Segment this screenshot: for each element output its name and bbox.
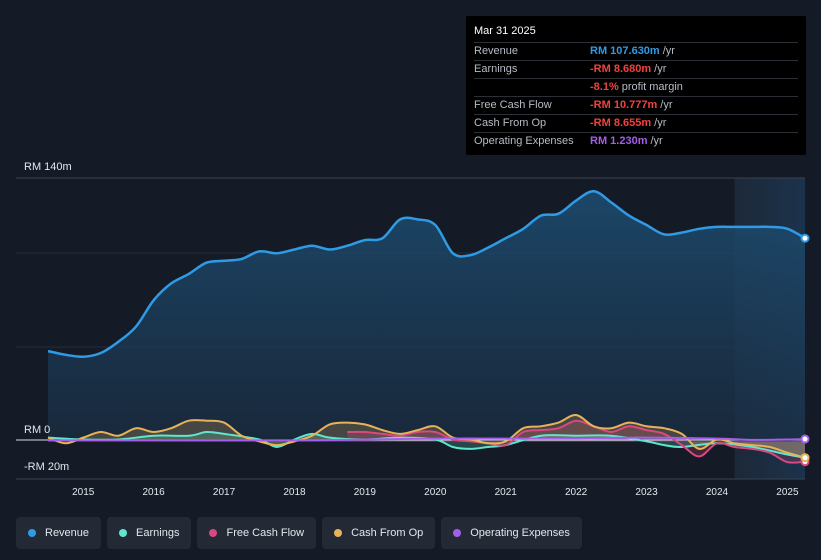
cash-from-op-line <box>47 413 806 459</box>
x-tick-2025: 2025 <box>776 487 799 498</box>
legend-dot-icon <box>209 529 218 537</box>
legend-item-cash-from-op[interactable]: Cash From Op <box>322 517 436 549</box>
revenue-line <box>47 189 806 358</box>
cash-from-op-area <box>48 414 805 458</box>
tooltip-row-value: -RM 10.777m <box>590 99 658 111</box>
tooltip-row-value: RM 1.230m <box>590 135 648 147</box>
x-tick-2019: 2019 <box>354 487 377 498</box>
tooltip-row-label: Free Cash Flow <box>474 99 552 111</box>
tooltip-row-label: Revenue <box>474 45 519 57</box>
legend-item-revenue[interactable]: Revenue <box>16 517 102 549</box>
x-tick-2016: 2016 <box>143 487 166 498</box>
x-tick-2021: 2021 <box>495 487 518 498</box>
financials-chart: RM 140m RM 0 -RM 20m 2015 2016 2017 2018 201… <box>16 161 810 498</box>
tooltip-row-unit: /yr <box>660 99 673 111</box>
x-tick-2015: 2015 <box>72 487 95 498</box>
legend-dot-icon <box>119 529 128 537</box>
legend-label: Revenue <box>45 527 90 539</box>
x-tick-2017: 2017 <box>213 487 236 498</box>
tooltip-row-unit: /yr <box>662 45 675 57</box>
legend-item-free-cash-flow[interactable]: Free Cash Flow <box>197 517 317 549</box>
revenue-endpoint[interactable] <box>800 233 810 243</box>
tooltip-row-value: RM 107.630m <box>590 45 660 57</box>
tooltip-row-unit: /yr <box>654 117 667 129</box>
revenue-area <box>48 191 805 442</box>
tooltip-row-value: -RM 8.680m <box>590 63 652 75</box>
tooltip-panel: Mar 31 2025 Revenue RM 107.630m/yr Earning… <box>466 16 806 155</box>
legend-label: Earnings <box>136 527 180 539</box>
tooltip-row-label <box>474 79 590 96</box>
y-zero-label: RM 0 <box>24 424 50 436</box>
tooltip-row: -8.1% profit margin <box>474 78 798 96</box>
legend-item-earnings[interactable]: Earnings <box>107 517 192 549</box>
x-tick-2023: 2023 <box>635 487 658 498</box>
tooltip-row: Revenue RM 107.630m/yr <box>474 42 798 60</box>
legend: Revenue Earnings Free Cash Flow Cash From O… <box>16 517 582 549</box>
tooltip-row-unit: /yr <box>650 135 663 147</box>
legend-label: Free Cash Flow <box>226 527 305 539</box>
legend-dot-icon <box>28 529 36 537</box>
tooltip-row-unit: profit margin <box>621 81 683 93</box>
legend-label: Operating Expenses <box>470 527 570 539</box>
x-tick-2020: 2020 <box>424 487 447 498</box>
x-tick-2018: 2018 <box>283 487 306 498</box>
tooltip-row-unit: /yr <box>654 63 667 75</box>
tooltip-row-value: -RM 8.655m <box>590 117 652 129</box>
operating-expenses-endpoint[interactable] <box>800 434 810 444</box>
x-tick-2022: 2022 <box>565 487 588 498</box>
tooltip-row-label: Cash From Op <box>474 117 547 129</box>
tooltip-row-label: Operating Expenses <box>474 135 574 147</box>
y-bottom-label: -RM 20m <box>24 461 69 473</box>
tooltip-date: Mar 31 2025 <box>474 25 536 37</box>
tooltip-row: Operating Expenses RM 1.230m/yr <box>474 132 798 150</box>
legend-item-operating-expenses[interactable]: Operating Expenses <box>441 517 582 549</box>
free-cash-flow-line <box>347 419 806 464</box>
tooltip-row-label: Earnings <box>474 63 518 75</box>
operating-expenses-line <box>47 436 806 442</box>
cash-from-op-endpoint[interactable] <box>800 453 810 463</box>
tooltip-row: Cash From Op -RM 8.655m/yr <box>474 114 798 132</box>
y-top-label: RM 140m <box>24 161 72 173</box>
legend-label: Cash From Op <box>351 527 424 539</box>
legend-dot-icon <box>453 529 462 537</box>
tooltip-row: Free Cash Flow -RM 10.777m/yr <box>474 96 798 114</box>
tooltip-row-value: -8.1% <box>590 81 619 93</box>
tooltip-row: Earnings -RM 8.680m/yr <box>474 60 798 78</box>
x-tick-2024: 2024 <box>706 487 729 498</box>
legend-dot-icon <box>334 529 343 537</box>
